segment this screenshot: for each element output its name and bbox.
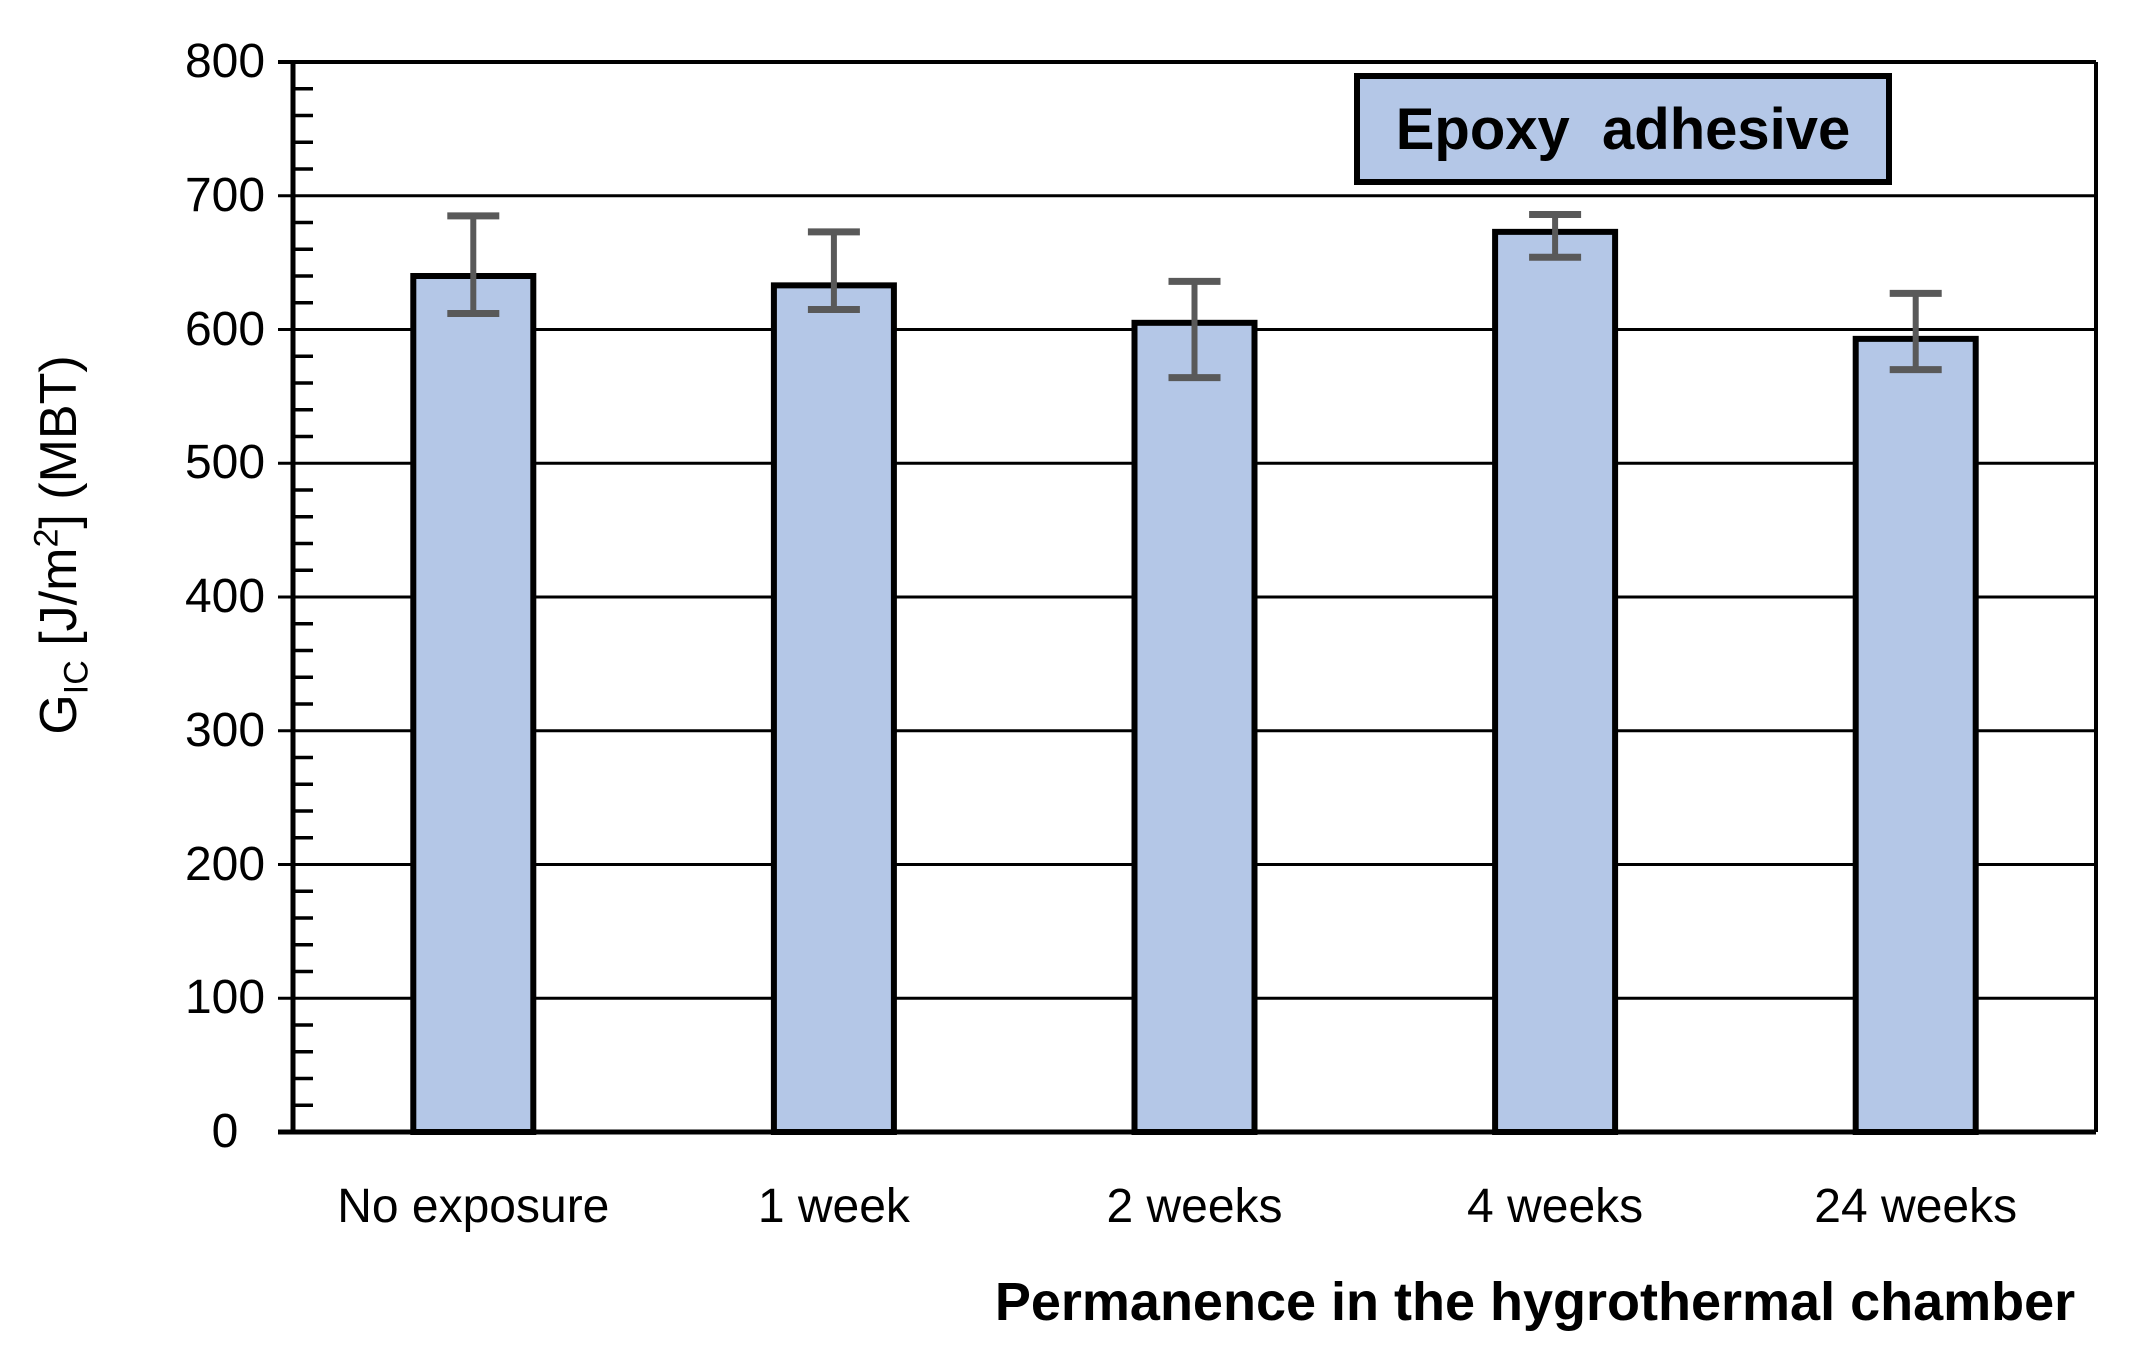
bar-4 xyxy=(1852,335,1979,1135)
y-tick-label-200: 200 xyxy=(184,837,266,891)
x-category-label-0: No exposure xyxy=(337,1180,610,1233)
y-tick-label-400: 400 xyxy=(184,570,266,623)
y-tick-label-700: 700 xyxy=(184,168,266,222)
y-axis-title: GIC [J/m2] (MBT) xyxy=(28,355,97,734)
x-axis-title: Permanence in the hygrothermal chamber xyxy=(994,1272,2076,1332)
y-axis-title-subscript: IC xyxy=(57,660,96,695)
bar-0 xyxy=(410,273,537,1135)
y-tick-label-800: 800 xyxy=(184,35,266,88)
y-tick-label-0: 0 xyxy=(211,1105,239,1158)
bar-3 xyxy=(1492,228,1619,1136)
x-category-label-1: 1 week xyxy=(757,1180,910,1233)
x-category-label-2: 2 weeks xyxy=(1106,1180,1283,1233)
y-axis-title-unit: [J/m xyxy=(29,547,88,661)
y-tick-label-500: 500 xyxy=(184,436,266,490)
y-tick-label-100: 100 xyxy=(184,971,266,1025)
y-tick-label-300: 300 xyxy=(184,703,266,757)
x-category-label-3: 4 weeks xyxy=(1467,1180,1644,1233)
legend: Epoxy adhesive xyxy=(1354,73,1892,185)
legend-label: Epoxy adhesive xyxy=(1395,96,1851,162)
y-tick-label-600: 600 xyxy=(184,302,266,356)
y-axis-title-base: G xyxy=(29,694,88,735)
bar-2 xyxy=(1131,319,1258,1135)
y-axis-title-superscript: 2 xyxy=(27,528,66,548)
bar-1 xyxy=(770,282,897,1135)
x-category-label-4: 24 weeks xyxy=(1814,1180,2018,1233)
y-axis-title-unit-end: ] (MBT) xyxy=(29,355,88,529)
